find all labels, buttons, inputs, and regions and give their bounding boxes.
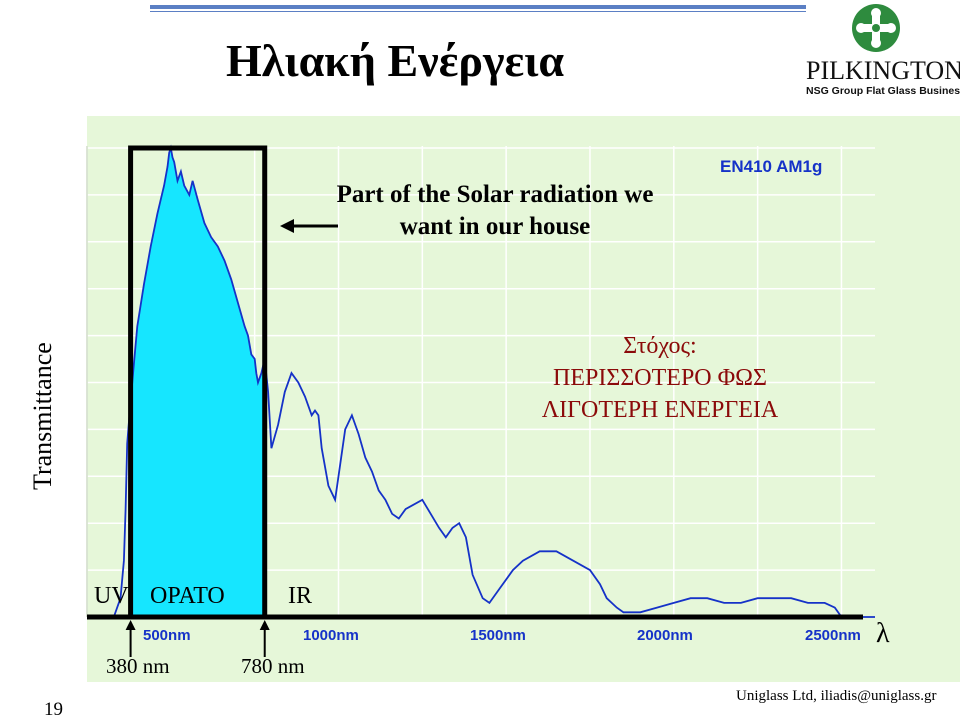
visible-range-fill xyxy=(130,148,265,617)
band-label-visible: ΟΡΑΤΟ xyxy=(150,583,225,609)
x-axis-label: λ xyxy=(876,618,890,649)
x-tick-label: 500nm xyxy=(143,627,191,644)
band-label-uv: UV xyxy=(94,583,129,609)
page-number: 19 xyxy=(44,699,63,720)
goal-line-2: ΛΙΓΟΤΕΡΗ ΕΝΕΡΓΕΙΑ xyxy=(541,397,779,423)
header-rule-thin xyxy=(150,11,806,12)
pilkington-logo: PILKINGTON NSG Group Flat Glass Business xyxy=(806,2,960,98)
pointer-arrow-icon xyxy=(280,219,338,233)
x-tick-label: 2000nm xyxy=(637,627,693,644)
transmittance-series-line xyxy=(87,144,875,618)
wavelength-markers xyxy=(125,620,270,657)
header-rule xyxy=(150,5,806,9)
goal-line-1: ΠΕΡΙΣΣΟΤΕΡΟ ΦΩΣ xyxy=(553,365,767,391)
marker-arrow-head-icon xyxy=(259,620,270,630)
x-tick-label: 1000nm xyxy=(303,627,359,644)
x-tick-label: 1500nm xyxy=(470,627,526,644)
marker-arrow-head-icon xyxy=(125,620,136,630)
marker-label-780: 780 nm xyxy=(241,654,305,678)
slide-title: Ηλιακή Ενέργεια xyxy=(226,35,565,86)
footer-text: Uniglass Ltd, iliadis@uniglass.gr xyxy=(736,688,937,704)
marker-label-380: 380 nm xyxy=(106,654,170,678)
cross-emblem-icon xyxy=(852,4,900,52)
annotation-line-2: want in our house xyxy=(399,213,591,240)
goal-heading: Στόχος: xyxy=(623,333,697,359)
band-label-ir: IR xyxy=(288,583,312,609)
standard-label: EN410 AM1g xyxy=(720,157,823,176)
annotation-line-1: Part of the Solar radiation we xyxy=(336,181,654,208)
x-tick-label: 2500nm xyxy=(805,627,861,644)
logo-subtitle: NSG Group Flat Glass Business xyxy=(806,85,960,97)
logo-name: PILKINGTON xyxy=(806,56,960,85)
